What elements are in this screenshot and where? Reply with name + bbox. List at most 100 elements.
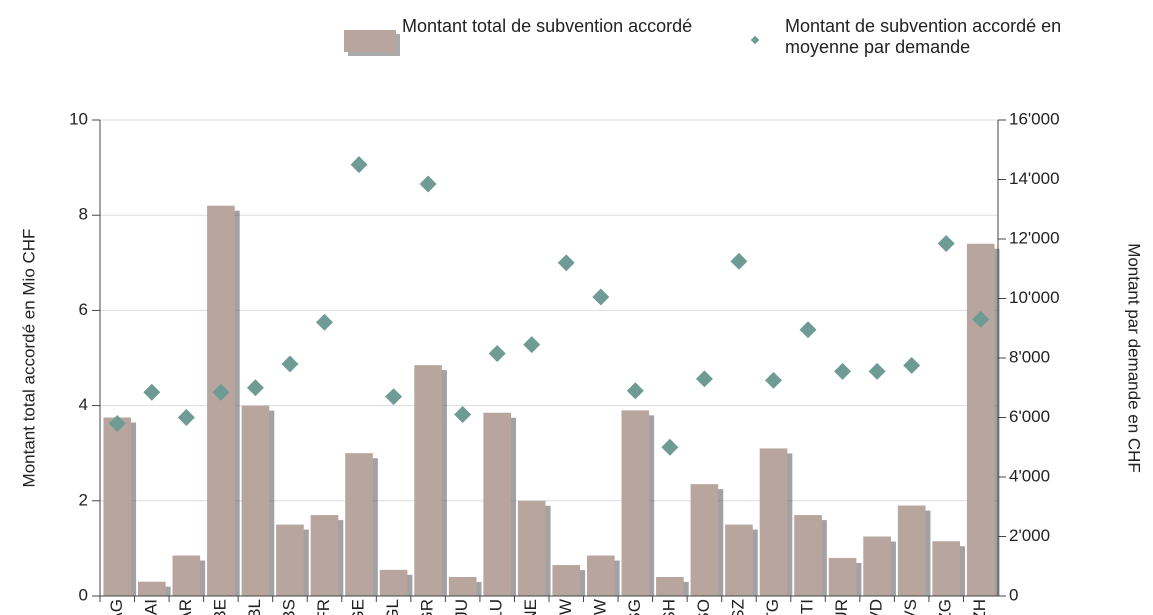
- x-tick-label: NW: [556, 599, 575, 615]
- x-tick-label: TI: [798, 599, 817, 614]
- bar: [483, 412, 512, 596]
- x-tick-label: SH: [659, 599, 678, 615]
- bar: [172, 555, 201, 596]
- bar: [379, 569, 408, 596]
- y-tick-label: 4: [79, 395, 88, 414]
- point: [108, 414, 126, 432]
- y2-tick-label: 8'000: [1009, 347, 1050, 366]
- point: [695, 370, 713, 388]
- x-tick-label: ZH: [970, 599, 989, 615]
- point: [972, 310, 990, 328]
- bar: [310, 515, 339, 596]
- bar: [621, 410, 650, 596]
- bar: [725, 524, 753, 596]
- x-tick-label: BL: [245, 599, 264, 615]
- x-tick-label: UR: [832, 599, 851, 615]
- legend-label: Montant total de subvention accordé: [402, 16, 693, 36]
- point: [488, 345, 506, 363]
- point: [626, 382, 644, 400]
- x-tick-label: BS: [279, 599, 298, 615]
- point: [661, 438, 679, 456]
- bar: [241, 405, 270, 596]
- y2-tick-label: 2'000: [1009, 526, 1050, 545]
- point: [937, 234, 955, 252]
- x-tick-label: AR: [176, 599, 195, 615]
- y-tick-label: 10: [69, 109, 88, 128]
- bar: [932, 541, 961, 596]
- x-tick-label: JU: [452, 599, 471, 615]
- point: [177, 409, 195, 426]
- point: [212, 383, 230, 401]
- x-tick-label: AG: [107, 599, 126, 615]
- x-tick-label: GL: [383, 599, 402, 615]
- x-tick-label: AI: [141, 599, 160, 615]
- y-tick-label: 8: [79, 205, 88, 224]
- x-tick-label: LU: [487, 599, 506, 615]
- y2-tick-label: 0: [1009, 585, 1018, 604]
- bar: [897, 505, 926, 596]
- bar: [828, 557, 857, 596]
- bar: [448, 576, 477, 596]
- point: [316, 313, 333, 331]
- point: [246, 379, 264, 397]
- bar: [517, 500, 546, 596]
- legend-swatch: [750, 35, 760, 45]
- point: [419, 175, 437, 193]
- bar: [276, 524, 304, 596]
- legend-label: Montant de subvention accordé en moyenne…: [785, 16, 1062, 57]
- x-tick-label: SZ: [728, 599, 747, 615]
- point: [454, 406, 472, 424]
- x-tick-label: SG: [625, 599, 644, 615]
- y2-axis-title: Montant par demande en CHF: [1125, 243, 1144, 473]
- point: [868, 362, 886, 380]
- bar: [690, 484, 719, 596]
- x-tick-label: TG: [763, 599, 782, 615]
- bar: [656, 576, 684, 596]
- x-tick-label: ZG: [936, 599, 955, 615]
- x-tick-label: GR: [418, 599, 437, 615]
- bar: [586, 555, 615, 596]
- y2-tick-label: 14'000: [1009, 169, 1060, 188]
- point: [730, 252, 748, 270]
- bar: [345, 453, 373, 596]
- bar: [414, 365, 442, 596]
- x-tick-label: FR: [314, 599, 333, 615]
- x-tick-label: OW: [590, 599, 609, 615]
- x-tick-label: NE: [521, 599, 540, 615]
- point: [385, 388, 403, 406]
- x-tick-label: VD: [867, 599, 886, 615]
- point: [523, 336, 541, 354]
- y-tick-label: 6: [79, 300, 88, 319]
- point: [799, 321, 817, 339]
- y-tick-label: 0: [79, 585, 88, 604]
- bar: [137, 581, 166, 596]
- point: [765, 371, 782, 389]
- point: [143, 383, 161, 401]
- x-tick-label: SO: [694, 599, 713, 615]
- x-tick-label: VS: [901, 599, 920, 615]
- bar: [863, 536, 891, 596]
- bar: [552, 565, 581, 596]
- bar: [794, 515, 822, 596]
- x-tick-label: GE: [349, 599, 368, 615]
- bar: [103, 417, 132, 596]
- y-axis-title: Montant total accordé en Mio CHF: [19, 229, 38, 488]
- y2-tick-label: 4'000: [1009, 466, 1050, 485]
- y2-tick-label: 10'000: [1009, 288, 1060, 307]
- bar: [966, 243, 995, 596]
- y2-tick-label: 12'000: [1009, 228, 1060, 247]
- point: [592, 288, 610, 306]
- y2-tick-label: 6'000: [1009, 407, 1050, 426]
- bar: [207, 205, 235, 596]
- bar: [759, 448, 788, 596]
- point: [903, 356, 921, 374]
- point: [834, 362, 852, 380]
- x-tick-label: BE: [210, 599, 229, 615]
- legend-swatch: [344, 30, 396, 52]
- point: [281, 355, 299, 373]
- point: [350, 156, 368, 174]
- point: [557, 254, 575, 272]
- y2-tick-label: 16'000: [1009, 109, 1060, 128]
